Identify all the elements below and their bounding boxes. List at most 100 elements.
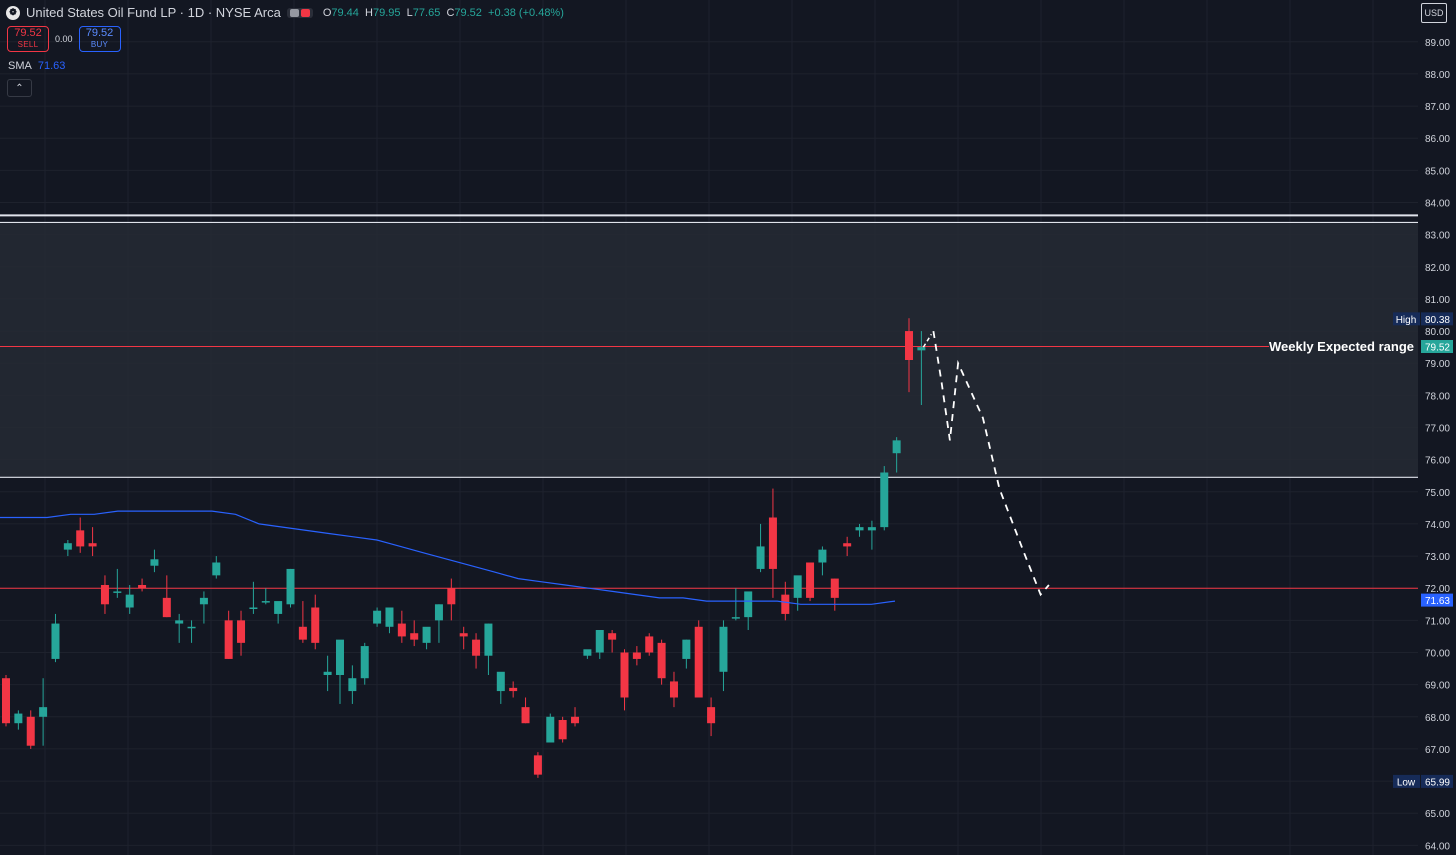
- price-label-bg: [1421, 774, 1453, 788]
- candle: [608, 630, 617, 653]
- candle: [187, 620, 196, 643]
- price-tick-label: 78.00: [1425, 391, 1450, 402]
- price-tick-label: 83.00: [1425, 231, 1450, 242]
- candle: [533, 752, 542, 778]
- candle: [175, 613, 184, 643]
- candle-body: [731, 617, 740, 619]
- candle: [162, 575, 171, 618]
- candle-body: [274, 601, 283, 614]
- candle: [113, 568, 122, 598]
- price-tick-label: 86.00: [1425, 134, 1450, 145]
- projection-start: [922, 333, 933, 348]
- price-tick-label: 70.00: [1425, 649, 1450, 660]
- candle: [632, 646, 641, 666]
- candle-body: [385, 607, 394, 627]
- candle: [731, 588, 740, 621]
- hide-icon[interactable]: [289, 8, 299, 17]
- candle: [694, 620, 703, 698]
- candle: [76, 517, 85, 553]
- price-label-value: 79.52: [1425, 343, 1450, 354]
- collapse-legend-button[interactable]: ⌃: [7, 79, 32, 97]
- price-tick-label: 72.00: [1425, 584, 1450, 595]
- candle-body: [880, 472, 889, 528]
- candle: [669, 671, 678, 708]
- candle: [385, 607, 394, 634]
- candle: [645, 633, 654, 656]
- candle: [286, 568, 295, 608]
- symbol-legend: ❁ United States Oil Fund LP · 1D · NYSE …: [6, 5, 564, 20]
- candle-body: [595, 630, 604, 653]
- candle: [26, 710, 35, 749]
- candle-body: [14, 713, 23, 724]
- candle: [521, 697, 530, 724]
- spread-value: 0.00: [55, 34, 73, 44]
- symbol-title[interactable]: United States Oil Fund LP · 1D · NYSE Ar…: [26, 5, 281, 20]
- price-tick-label: 87.00: [1425, 102, 1450, 113]
- candle: [410, 620, 419, 647]
- price-label: 79.52: [1421, 340, 1453, 354]
- price-tick-label: 64.00: [1425, 841, 1450, 852]
- candle-body: [744, 591, 753, 618]
- change-value: +0.38 (+0.48%): [488, 6, 564, 19]
- candle: [756, 523, 765, 573]
- candle-body: [335, 639, 344, 675]
- candle-body: [63, 543, 72, 550]
- sma-legend[interactable]: SMA 71.63: [8, 60, 65, 72]
- candle: [311, 594, 320, 650]
- candle-body: [113, 591, 122, 593]
- remove-icon[interactable]: [300, 8, 310, 17]
- sell-button[interactable]: 79.52 SELL: [7, 26, 49, 52]
- candle: [496, 671, 505, 704]
- candle: [51, 613, 60, 663]
- price-tick-label: 79.00: [1425, 359, 1450, 370]
- candle: [719, 620, 728, 692]
- candle: [546, 713, 555, 743]
- currency-button[interactable]: USD: [1421, 3, 1447, 23]
- candle-body: [311, 607, 320, 643]
- sma-value: 71.63: [37, 60, 66, 72]
- candle-body: [546, 716, 555, 743]
- candle-body: [100, 585, 109, 605]
- candle-body: [583, 649, 592, 656]
- price-label-bg: [1421, 312, 1453, 326]
- candle: [595, 630, 604, 659]
- candle-body: [410, 633, 419, 640]
- candle: [917, 331, 926, 405]
- candle: [397, 610, 406, 643]
- trade-panel: 79.52 SELL 0.00 79.52 BUY: [7, 26, 121, 52]
- candle-body: [125, 594, 134, 608]
- candle-body: [768, 517, 777, 569]
- price-label-name-bg: [1393, 774, 1420, 788]
- candle: [867, 520, 876, 550]
- sell-price: 79.52: [14, 27, 42, 39]
- legend-controls[interactable]: [286, 7, 313, 18]
- candle-body: [781, 594, 790, 614]
- candle: [2, 675, 10, 727]
- candle: [905, 318, 914, 393]
- candle-body: [39, 707, 48, 717]
- low-value: 77.65: [412, 6, 441, 19]
- candle-body: [150, 559, 159, 566]
- price-label-name-bg: [1393, 312, 1420, 326]
- candle: [39, 678, 48, 746]
- candle: [682, 639, 691, 669]
- candle-body: [224, 620, 233, 659]
- candle-body: [348, 678, 357, 692]
- candle: [335, 639, 344, 704]
- candle-body: [237, 620, 246, 643]
- candle-body: [632, 652, 641, 659]
- candle-body: [756, 546, 765, 569]
- price-axis: [1419, 0, 1456, 855]
- candle: [793, 575, 802, 611]
- price-tick-label: 71.00: [1425, 616, 1450, 627]
- candle: [373, 607, 382, 627]
- price-tick-label: 80.00: [1425, 327, 1450, 338]
- candle-body: [2, 678, 10, 724]
- candle-body: [373, 610, 382, 624]
- candle-body: [533, 755, 542, 775]
- price-tick-label: 77.00: [1425, 424, 1450, 435]
- expected-range-zone: [0, 222, 1418, 478]
- buy-button[interactable]: 79.52 BUY: [78, 26, 121, 52]
- candle-body: [719, 626, 728, 672]
